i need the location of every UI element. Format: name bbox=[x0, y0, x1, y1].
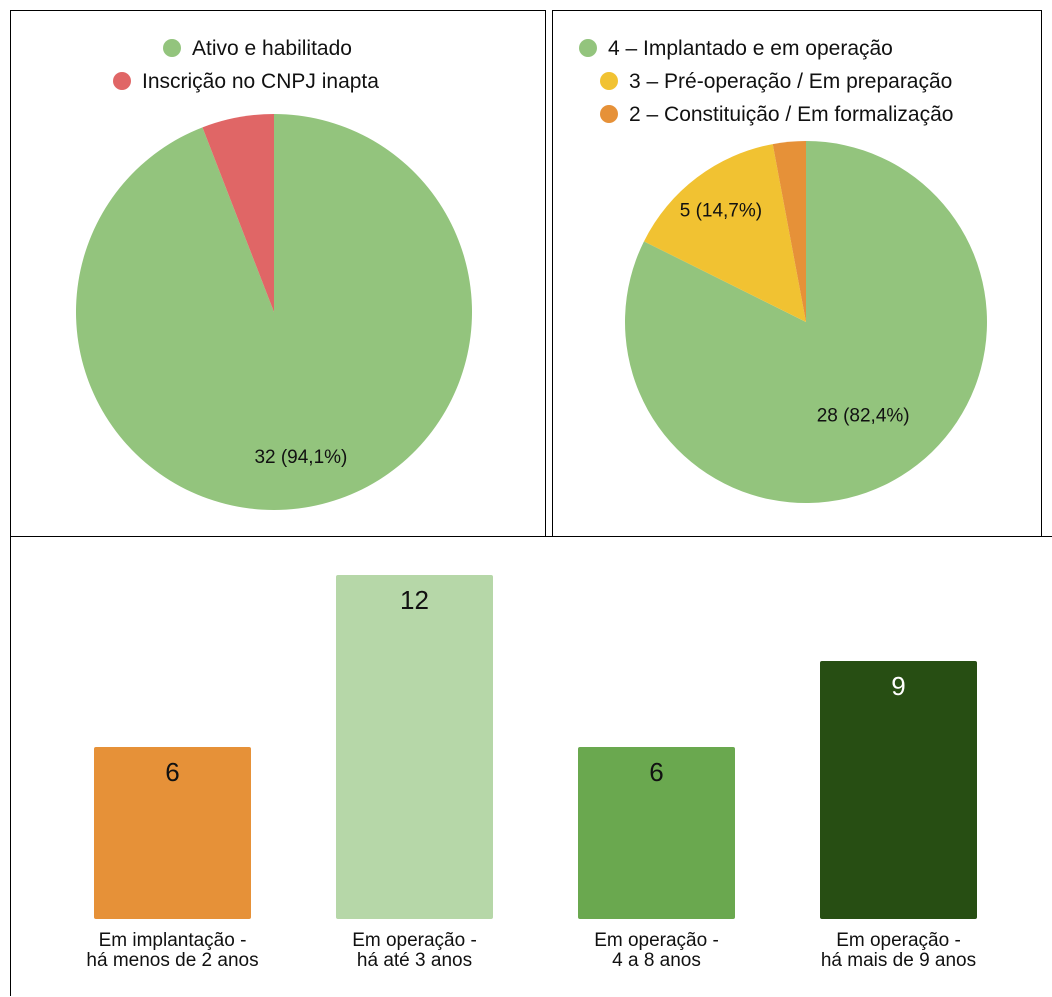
pie-slice bbox=[772, 141, 806, 322]
legend-label: 2 – Constituição / Em formalização bbox=[629, 103, 953, 126]
bar-chart-operation-time: 6 Em implantação - há menos de 2 anos 12 Em … bbox=[10, 536, 1052, 996]
pie-chart-stage-svg: 4 – Implantado e em operação 3 – Pré-oper… bbox=[579, 37, 987, 504]
category-label: há até 3 anos bbox=[357, 950, 472, 971]
legend-item: 2 – Constituição / Em formalização bbox=[600, 103, 953, 126]
legend-item: Inscrição no CNPJ inapta bbox=[113, 70, 379, 93]
legend-marker bbox=[113, 72, 131, 90]
bar bbox=[94, 747, 251, 919]
bar-value-label: 6 bbox=[165, 757, 179, 787]
legend-label: Ativo e habilitado bbox=[192, 37, 352, 60]
legend-marker bbox=[579, 39, 597, 57]
bar-value-label: 9 bbox=[891, 671, 905, 701]
legend-item: 4 – Implantado e em operação bbox=[579, 37, 893, 60]
category-label: Em operação - bbox=[352, 930, 477, 951]
legend-marker bbox=[163, 39, 181, 57]
pie-chart-cnpj-status: Ativo e habilitado Inscrição no CNPJ inap… bbox=[10, 10, 546, 538]
legend-item: Ativo e habilitado bbox=[163, 37, 352, 60]
category-label: há mais de 9 anos bbox=[821, 950, 976, 971]
slice-value-label: 5 (14,7%) bbox=[680, 200, 762, 221]
pie-slice bbox=[643, 144, 806, 322]
category-label: há menos de 2 anos bbox=[86, 950, 258, 971]
legend-marker bbox=[600, 105, 618, 123]
pie-chart-cnpj-svg: Ativo e habilitado Inscrição no CNPJ inap… bbox=[75, 37, 473, 510]
legend-label: 4 – Implantado e em operação bbox=[608, 37, 893, 60]
bar-value-label: 12 bbox=[400, 585, 429, 615]
bar bbox=[336, 575, 493, 919]
legend-item: 3 – Pré-operação / Em preparação bbox=[600, 70, 952, 93]
bar-chart-svg: 6 Em implantação -há menos de 2 anos 12 Em … bbox=[86, 575, 977, 971]
slice-value-label: 28 (82,4%) bbox=[817, 405, 910, 426]
category-label: Em implantação - bbox=[99, 930, 247, 951]
pie-slice bbox=[202, 114, 274, 312]
category-label: Em operação - bbox=[836, 930, 961, 951]
category-label: Em operação - bbox=[594, 930, 719, 951]
category-label: 4 a 8 anos bbox=[612, 950, 701, 971]
bar bbox=[578, 747, 735, 919]
pie-chart-implementation-stage: 4 – Implantado e em operação 3 – Pré-oper… bbox=[552, 10, 1042, 538]
slice-value-label: 32 (94,1%) bbox=[254, 447, 347, 468]
bar-value-label: 6 bbox=[649, 757, 663, 787]
legend-label: Inscrição no CNPJ inapta bbox=[142, 70, 379, 93]
legend-label: 3 – Pré-operação / Em preparação bbox=[629, 70, 952, 93]
legend-marker bbox=[600, 72, 618, 90]
bar bbox=[820, 661, 977, 919]
